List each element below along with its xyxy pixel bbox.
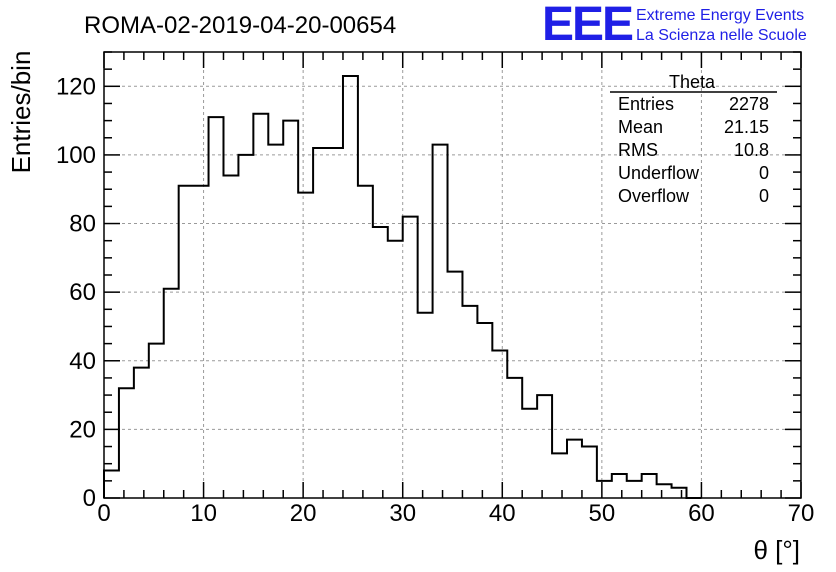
y-tick-label: 120 xyxy=(56,73,96,100)
stats-box: Theta Entries 2278 Mean 21.15 RMS 10.8 Underfl… xyxy=(610,72,777,206)
y-tick-label: 0 xyxy=(83,485,96,512)
histogram-bin xyxy=(328,148,343,498)
histogram-bin xyxy=(343,76,358,498)
histogram-bin xyxy=(283,121,298,498)
y-tick-label: 80 xyxy=(69,211,96,238)
histogram-bin xyxy=(134,368,149,498)
x-tick-label: 60 xyxy=(688,500,715,527)
y-tick-label: 40 xyxy=(69,348,96,375)
y-tick-label: 100 xyxy=(56,142,96,169)
grid xyxy=(104,52,801,498)
histogram xyxy=(103,75,702,499)
axes: 0 10 20 30 40 50 60 70 0 20 40 60 80 100 120 xyxy=(56,51,815,527)
histogram-bin xyxy=(657,484,672,498)
histogram-bin xyxy=(522,409,537,498)
stats-row-label: Overflow xyxy=(618,186,690,206)
histogram-bin xyxy=(567,440,582,498)
histogram-bin xyxy=(223,176,238,498)
histogram-bin xyxy=(164,289,179,498)
histogram-bin xyxy=(627,481,642,498)
x-tick-label: 70 xyxy=(788,500,815,527)
histogram-bin xyxy=(388,241,403,498)
histogram-bin xyxy=(462,306,477,498)
histogram-bin xyxy=(418,313,433,498)
x-tick-label: 40 xyxy=(489,500,516,527)
x-tick-label: 20 xyxy=(290,500,317,527)
histogram-bin xyxy=(253,114,268,498)
histogram-bin xyxy=(477,323,492,498)
histogram-bin xyxy=(373,227,388,498)
histogram-bin xyxy=(612,474,627,498)
histogram-bin xyxy=(268,145,283,498)
histogram-bin xyxy=(209,117,224,498)
y-tick-label: 60 xyxy=(69,279,96,306)
eee-logo-line2: La Scienza nelle Scuole xyxy=(636,27,807,44)
y-tick-label: 20 xyxy=(69,416,96,443)
stats-row-label: RMS xyxy=(618,140,658,160)
histogram-bin xyxy=(358,186,373,498)
histogram-bin xyxy=(597,481,612,498)
histogram-bin xyxy=(433,145,448,498)
eee-logo: EEE Extreme Energy Events La Scienza nel… xyxy=(542,0,807,51)
stats-row-label: Underflow xyxy=(618,163,700,183)
x-tick-label: 0 xyxy=(97,500,110,527)
histogram-bin xyxy=(582,447,597,498)
histogram-bin xyxy=(104,471,119,498)
stats-row-label: Mean xyxy=(618,117,663,137)
stats-title: Theta xyxy=(669,72,716,92)
eee-logo-mark: EEE xyxy=(542,0,633,51)
eee-logo-line1: Extreme Energy Events xyxy=(636,7,804,24)
stats-row-label: Entries xyxy=(618,94,674,114)
histogram-bin xyxy=(238,155,253,498)
stats-row-value: 2278 xyxy=(729,94,769,114)
histogram-bin xyxy=(403,217,418,498)
stats-row-value: 10.8 xyxy=(734,140,769,160)
y-axis-label: Entries/bin xyxy=(6,51,36,174)
stats-row-value: 0 xyxy=(759,163,769,183)
histogram-bin xyxy=(537,395,552,498)
histogram-bin xyxy=(194,186,209,498)
stats-row-value: 21.15 xyxy=(724,117,769,137)
stats-row-value: 0 xyxy=(759,186,769,206)
x-tick-label: 10 xyxy=(190,500,217,527)
histogram-bin xyxy=(642,474,657,498)
histogram-bin xyxy=(298,193,313,498)
histogram-bin xyxy=(179,186,194,498)
x-axis-label: θ [°] xyxy=(753,535,800,565)
histogram-bin xyxy=(149,344,164,498)
histogram-bin xyxy=(313,148,328,498)
chart-title: ROMA-02-2019-04-20-00654 xyxy=(84,12,396,39)
histogram-bin xyxy=(552,453,567,498)
histogram-bin xyxy=(119,388,134,498)
x-tick-label: 30 xyxy=(389,500,416,527)
histogram-outline xyxy=(103,75,702,499)
histogram-bin xyxy=(448,272,463,498)
x-tick-label: 50 xyxy=(589,500,616,527)
histogram-bin xyxy=(672,488,687,498)
histogram-bin xyxy=(492,350,507,498)
histogram-bin xyxy=(507,378,522,498)
